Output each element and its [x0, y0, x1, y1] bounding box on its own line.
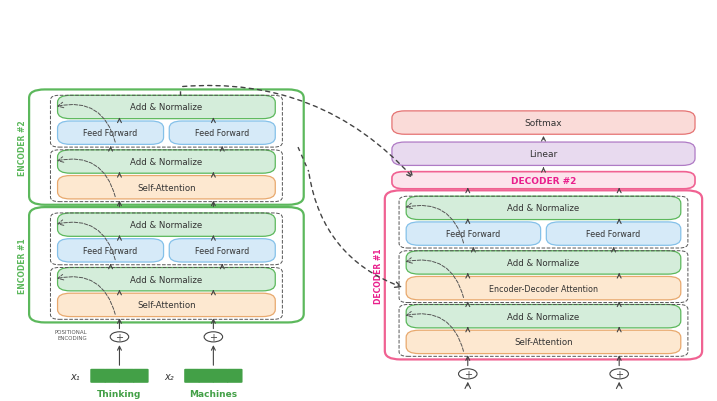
FancyBboxPatch shape: [406, 330, 680, 354]
FancyBboxPatch shape: [406, 251, 680, 274]
Text: Softmax: Softmax: [525, 119, 562, 128]
Text: Add & Normalize: Add & Normalize: [508, 204, 579, 213]
FancyBboxPatch shape: [213, 369, 228, 383]
Text: x₂: x₂: [164, 371, 174, 381]
Text: Feed Forward: Feed Forward: [587, 229, 641, 239]
Text: Linear: Linear: [529, 150, 558, 159]
Text: Self-Attention: Self-Attention: [137, 183, 196, 192]
Text: Encoder-Decoder Attention: Encoder-Decoder Attention: [489, 284, 598, 293]
Text: Add & Normalize: Add & Normalize: [508, 312, 579, 321]
Text: ENCODER #1: ENCODER #1: [18, 237, 27, 293]
Text: Add & Normalize: Add & Normalize: [130, 158, 202, 166]
Text: Self-Attention: Self-Attention: [514, 338, 573, 346]
Text: Feed Forward: Feed Forward: [83, 246, 138, 255]
FancyBboxPatch shape: [406, 305, 680, 328]
FancyBboxPatch shape: [57, 122, 163, 145]
FancyBboxPatch shape: [105, 369, 120, 383]
FancyBboxPatch shape: [57, 213, 275, 237]
Text: POSITIONAL
ENCODING: POSITIONAL ENCODING: [54, 330, 87, 340]
FancyBboxPatch shape: [406, 197, 680, 220]
FancyBboxPatch shape: [392, 143, 695, 166]
FancyBboxPatch shape: [392, 111, 695, 135]
Text: Thinking: Thinking: [98, 389, 142, 398]
FancyBboxPatch shape: [546, 222, 680, 246]
FancyBboxPatch shape: [119, 369, 134, 383]
FancyBboxPatch shape: [169, 122, 275, 145]
FancyBboxPatch shape: [169, 239, 275, 262]
FancyBboxPatch shape: [199, 369, 214, 383]
Text: Add & Normalize: Add & Normalize: [130, 275, 202, 284]
FancyBboxPatch shape: [57, 176, 275, 199]
Text: DECODER #1: DECODER #1: [374, 247, 383, 303]
FancyBboxPatch shape: [227, 369, 242, 383]
FancyBboxPatch shape: [57, 268, 275, 291]
Text: ENCODER #2: ENCODER #2: [18, 120, 27, 176]
FancyBboxPatch shape: [392, 172, 695, 189]
Text: +: +: [464, 369, 472, 379]
Text: Add & Normalize: Add & Normalize: [130, 103, 202, 112]
Text: Feed Forward: Feed Forward: [195, 246, 250, 255]
FancyBboxPatch shape: [184, 369, 200, 383]
Text: Feed Forward: Feed Forward: [83, 129, 138, 138]
Text: Self-Attention: Self-Attention: [137, 301, 196, 310]
Text: +: +: [209, 332, 217, 342]
Text: Add & Normalize: Add & Normalize: [130, 221, 202, 229]
FancyBboxPatch shape: [406, 222, 541, 246]
Text: Add & Normalize: Add & Normalize: [508, 258, 579, 267]
Text: x₁: x₁: [70, 371, 80, 381]
FancyBboxPatch shape: [57, 239, 163, 262]
FancyBboxPatch shape: [406, 277, 680, 300]
Text: Machines: Machines: [189, 389, 237, 398]
Text: DECODER #2: DECODER #2: [511, 176, 576, 185]
Text: Feed Forward: Feed Forward: [446, 229, 500, 239]
FancyBboxPatch shape: [57, 150, 275, 174]
FancyBboxPatch shape: [57, 96, 275, 119]
FancyBboxPatch shape: [90, 369, 106, 383]
Text: +: +: [115, 332, 123, 342]
Text: +: +: [615, 369, 623, 379]
FancyBboxPatch shape: [133, 369, 148, 383]
Text: Feed Forward: Feed Forward: [195, 129, 250, 138]
FancyBboxPatch shape: [57, 294, 275, 317]
